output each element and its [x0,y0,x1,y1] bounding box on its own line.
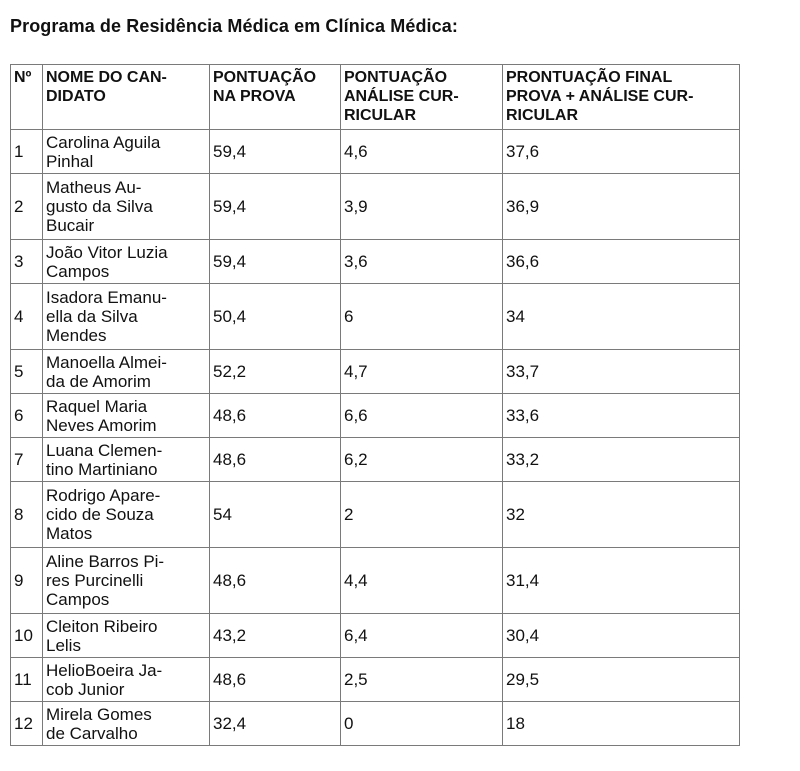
table-body: 1 Carolina Aguila Pinhal 59,4 4,6 37,6 2 Mathe… [10,129,740,746]
cell-curriculum-score: 6,6 [340,393,503,438]
cell-curriculum-score: 0 [340,701,503,746]
cell-exam-score: 43,2 [209,613,341,658]
cell-exam-score: 59,4 [209,173,341,240]
cell-final-score: 33,2 [502,437,740,482]
cell-candidate-name: Raquel Maria Neves Amorim [42,393,210,438]
cell-curriculum-score: 6,2 [340,437,503,482]
cell-number: 4 [10,283,43,350]
cell-candidate-name: Manoella Almei- da de Amorim [42,349,210,394]
cell-candidate-name: Cleiton Ribeiro Lelis [42,613,210,658]
table-row: 12 Mirela Gomes de Carvalho 32,4 0 18 [10,701,740,746]
cell-candidate-name: Rodrigo Apare- cido de Souza Matos [42,481,210,548]
table-row: 10 Cleiton Ribeiro Lelis 43,2 6,4 30,4 [10,613,740,658]
cell-number: 10 [10,613,43,658]
cell-final-score: 37,6 [502,129,740,174]
column-header-exam-score: PONTUAÇÃO NA PROVA [209,64,341,130]
results-table: Nº NOME DO CAN- DIDATO PONTUAÇÃO NA PROV… [10,64,740,746]
cell-exam-score: 48,6 [209,547,341,614]
cell-curriculum-score: 2,5 [340,657,503,702]
cell-final-score: 36,9 [502,173,740,240]
cell-final-score: 36,6 [502,239,740,284]
cell-final-score: 32 [502,481,740,548]
table-row: 5 Manoella Almei- da de Amorim 52,2 4,7 33,7 [10,349,740,394]
cell-final-score: 33,7 [502,349,740,394]
cell-curriculum-score: 6 [340,283,503,350]
cell-curriculum-score: 4,7 [340,349,503,394]
table-row: 2 Matheus Au- gusto da Silva Bucair 59,4 3,… [10,173,740,240]
cell-curriculum-score: 6,4 [340,613,503,658]
table-row: 9 Aline Barros Pi- res Purcinelli Campos 4… [10,547,740,614]
cell-final-score: 30,4 [502,613,740,658]
table-row: 1 Carolina Aguila Pinhal 59,4 4,6 37,6 [10,129,740,174]
cell-number: 8 [10,481,43,548]
table-row: 11 HelioBoeira Ja- cob Junior 48,6 2,5 29,5 [10,657,740,702]
cell-candidate-name: Aline Barros Pi- res Purcinelli Campos [42,547,210,614]
cell-final-score: 33,6 [502,393,740,438]
column-header-curriculum-score: PONTUAÇÃO ANÁLISE CUR- RICULAR [340,64,503,130]
table-row: 4 Isadora Emanu- ella da Silva Mendes 50,4… [10,283,740,350]
cell-number: 6 [10,393,43,438]
cell-exam-score: 54 [209,481,341,548]
cell-final-score: 34 [502,283,740,350]
cell-curriculum-score: 3,6 [340,239,503,284]
cell-final-score: 18 [502,701,740,746]
cell-number: 12 [10,701,43,746]
cell-candidate-name: Isadora Emanu- ella da Silva Mendes [42,283,210,350]
cell-candidate-name: HelioBoeira Ja- cob Junior [42,657,210,702]
column-header-candidate-name: NOME DO CAN- DIDATO [42,64,210,130]
cell-curriculum-score: 4,4 [340,547,503,614]
cell-exam-score: 59,4 [209,129,341,174]
cell-curriculum-score: 2 [340,481,503,548]
cell-candidate-name: João Vitor Luzia Campos [42,239,210,284]
table-row: 7 Luana Clemen- tino Martiniano 48,6 6,2 33,… [10,437,740,482]
cell-exam-score: 50,4 [209,283,341,350]
cell-candidate-name: Luana Clemen- tino Martiniano [42,437,210,482]
cell-candidate-name: Matheus Au- gusto da Silva Bucair [42,173,210,240]
cell-curriculum-score: 3,9 [340,173,503,240]
column-header-final-score: PRONTUAÇÃO FINAL PROVA + ANÁLISE CUR- RI… [502,64,740,130]
cell-exam-score: 59,4 [209,239,341,284]
table-row: 6 Raquel Maria Neves Amorim 48,6 6,6 33,6 [10,393,740,438]
cell-number: 2 [10,173,43,240]
table-header-row: Nº NOME DO CAN- DIDATO PONTUAÇÃO NA PROV… [10,64,740,130]
cell-exam-score: 48,6 [209,657,341,702]
column-header-number: Nº [10,64,43,130]
cell-number: 7 [10,437,43,482]
cell-number: 5 [10,349,43,394]
cell-exam-score: 48,6 [209,437,341,482]
cell-exam-score: 52,2 [209,349,341,394]
cell-number: 9 [10,547,43,614]
cell-exam-score: 48,6 [209,393,341,438]
cell-number: 1 [10,129,43,174]
cell-final-score: 29,5 [502,657,740,702]
cell-number: 11 [10,657,43,702]
table-row: 8 Rodrigo Apare- cido de Souza Matos 54 2 32 [10,481,740,548]
cell-number: 3 [10,239,43,284]
page-title: Programa de Residência Médica em Clínica… [10,16,458,36]
cell-curriculum-score: 4,6 [340,129,503,174]
cell-candidate-name: Mirela Gomes de Carvalho [42,701,210,746]
cell-candidate-name: Carolina Aguila Pinhal [42,129,210,174]
cell-final-score: 31,4 [502,547,740,614]
cell-exam-score: 32,4 [209,701,341,746]
table-row: 3 João Vitor Luzia Campos 59,4 3,6 36,6 [10,239,740,284]
